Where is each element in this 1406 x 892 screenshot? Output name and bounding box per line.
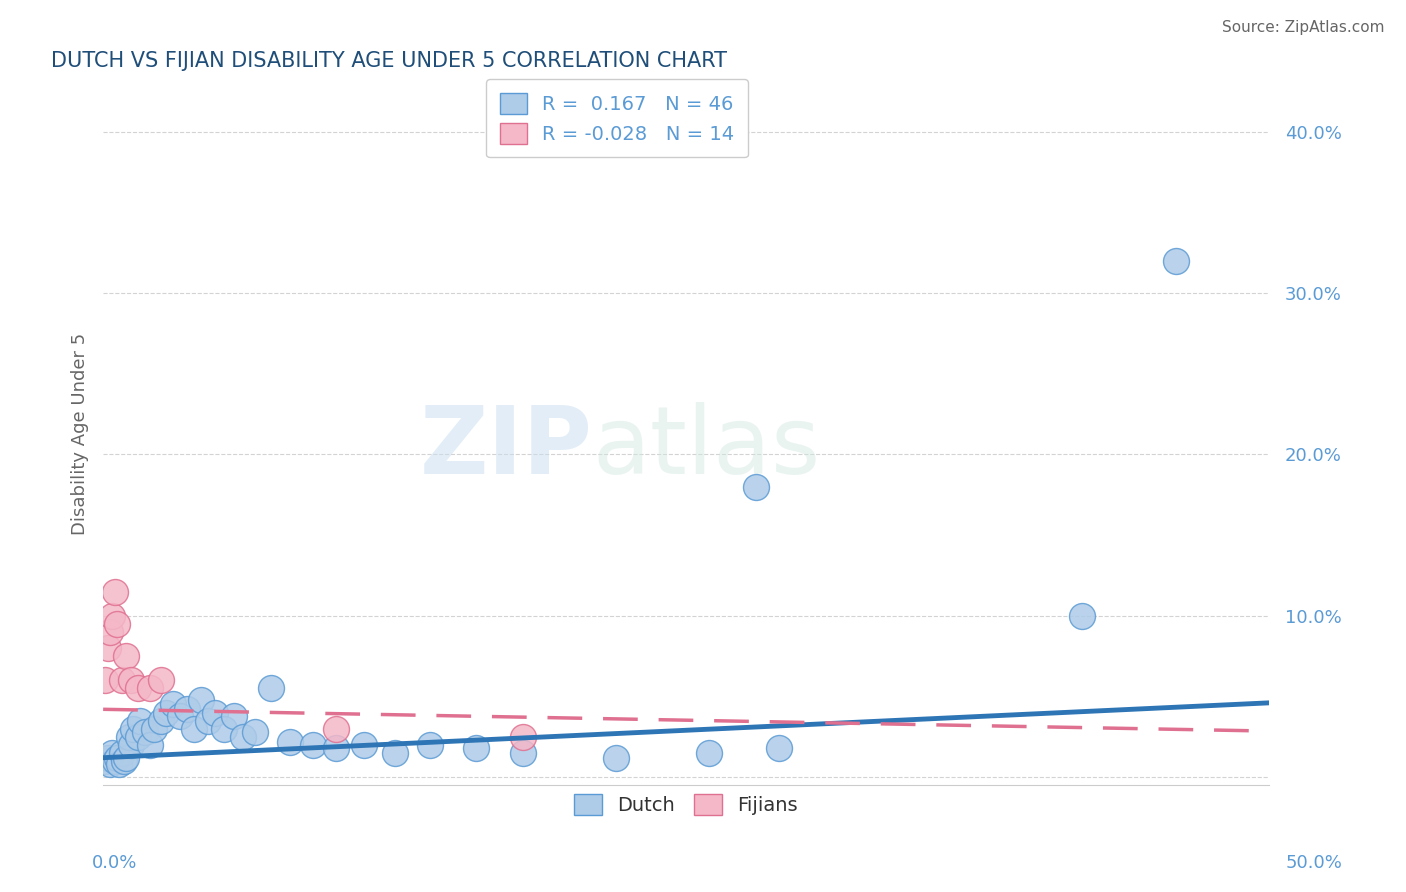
Point: [105, 750, 128, 764]
Point: [115, 648, 138, 663]
Point: [98, 757, 121, 772]
Point: [197, 714, 219, 728]
Point: [169, 708, 191, 723]
Point: [325, 722, 347, 736]
Point: [605, 750, 627, 764]
Text: 50.0%: 50.0%: [1286, 855, 1343, 872]
Legend: Dutch, Fijians: Dutch, Fijians: [565, 784, 807, 824]
Point: [222, 708, 245, 723]
Point: [325, 741, 347, 756]
Point: [111, 673, 134, 688]
Point: [112, 754, 135, 768]
Point: [98, 624, 121, 639]
Point: [134, 724, 156, 739]
Point: [183, 722, 205, 736]
Text: ZIP: ZIP: [420, 402, 593, 494]
Point: [139, 738, 162, 752]
Point: [94, 673, 117, 688]
Y-axis label: Disability Age Under 5: Disability Age Under 5: [72, 333, 89, 535]
Point: [97, 750, 120, 764]
Point: [155, 706, 177, 720]
Point: [176, 702, 198, 716]
Point: [120, 738, 142, 752]
Point: [150, 673, 173, 688]
Point: [101, 746, 124, 760]
Text: DUTCH VS FIJIAN DISABILITY AGE UNDER 5 CORRELATION CHART: DUTCH VS FIJIAN DISABILITY AGE UNDER 5 C…: [51, 51, 727, 70]
Point: [419, 738, 441, 752]
Point: [768, 741, 790, 756]
Point: [104, 754, 127, 768]
Point: [97, 640, 120, 655]
Point: [204, 706, 226, 720]
Point: [143, 722, 166, 736]
Point: [384, 746, 406, 760]
Point: [120, 673, 142, 688]
Point: [1164, 253, 1187, 268]
Point: [127, 730, 149, 744]
Point: [465, 741, 488, 756]
Point: [353, 738, 375, 752]
Point: [190, 692, 212, 706]
Text: atlas: atlas: [593, 402, 821, 494]
Point: [111, 746, 134, 760]
Point: [127, 681, 149, 696]
Text: Source: ZipAtlas.com: Source: ZipAtlas.com: [1222, 20, 1385, 35]
Point: [104, 584, 127, 599]
Point: [108, 757, 131, 772]
Text: 0.0%: 0.0%: [91, 855, 136, 872]
Point: [105, 616, 128, 631]
Point: [512, 730, 534, 744]
Point: [162, 698, 184, 712]
Point: [699, 746, 721, 760]
Point: [302, 738, 325, 752]
Point: [150, 714, 173, 728]
Point: [512, 746, 534, 760]
Point: [260, 681, 283, 696]
Point: [232, 730, 254, 744]
Point: [243, 724, 266, 739]
Point: [139, 681, 162, 696]
Point: [129, 714, 152, 728]
Point: [1071, 608, 1094, 623]
Point: [122, 722, 145, 736]
Point: [278, 734, 301, 748]
Point: [101, 608, 124, 623]
Point: [118, 730, 141, 744]
Point: [115, 750, 138, 764]
Point: [745, 480, 768, 494]
Point: [214, 722, 236, 736]
Point: [94, 754, 117, 768]
